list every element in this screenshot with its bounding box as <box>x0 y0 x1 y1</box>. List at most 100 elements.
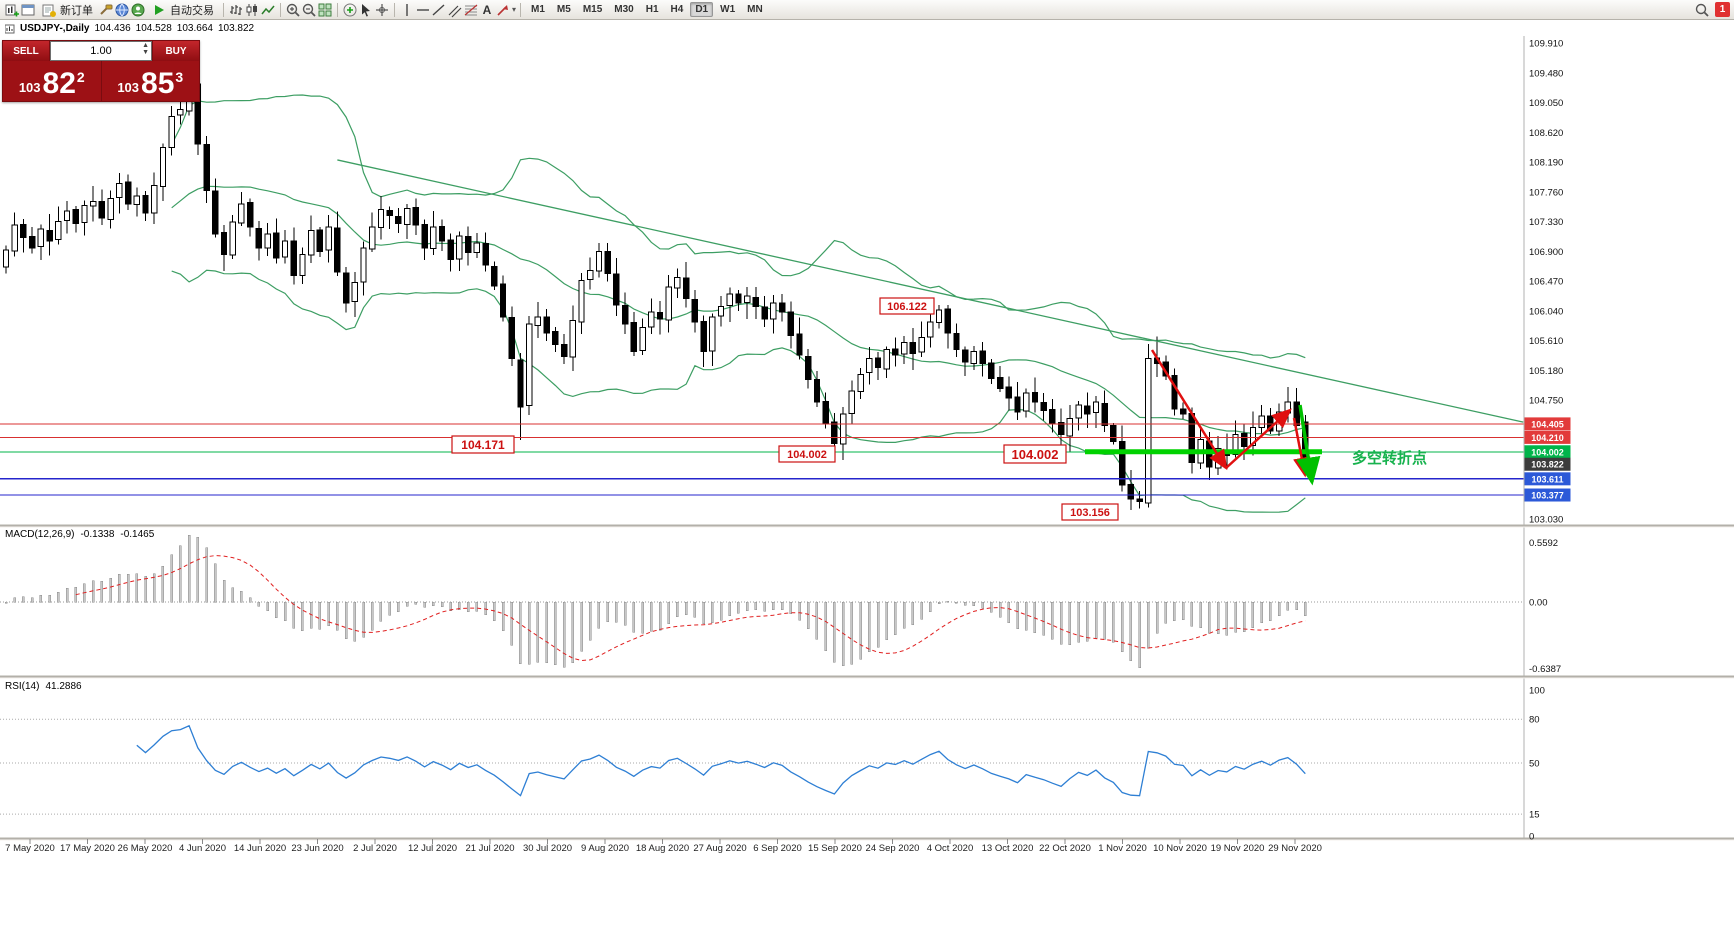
trendline-icon[interactable] <box>431 2 447 18</box>
svg-text:100: 100 <box>1529 686 1545 697</box>
sell-price-sup: 2 <box>76 69 85 85</box>
search-icon[interactable] <box>1694 2 1710 18</box>
svg-text:24 Sep 2020: 24 Sep 2020 <box>866 843 920 854</box>
svg-text:12 Jul 2020: 12 Jul 2020 <box>408 843 457 854</box>
svg-text:104.210: 104.210 <box>1531 433 1564 443</box>
globe-icon[interactable] <box>114 2 130 18</box>
ohlc-open: 104.436 <box>94 23 131 34</box>
svg-text:4 Oct 2020: 4 Oct 2020 <box>927 843 973 854</box>
macd-value: -0.1338 <box>80 529 115 540</box>
svg-text:103.030: 103.030 <box>1529 515 1563 526</box>
volume-value: 1.00 <box>90 45 112 57</box>
new-order-button[interactable]: 新订单 <box>36 0 98 19</box>
tile-windows-icon[interactable] <box>317 2 333 18</box>
buy-price-main: 85 <box>141 67 175 100</box>
chevron-down-icon[interactable]: ▾ <box>512 5 517 14</box>
svg-text:19 Nov 2020: 19 Nov 2020 <box>1211 843 1265 854</box>
volume-field[interactable]: 1.00 ▲ ▼ <box>50 41 152 61</box>
text-tool-icon[interactable]: A <box>479 2 495 18</box>
svg-text:17 May 2020: 17 May 2020 <box>60 843 115 854</box>
svg-text:104.171: 104.171 <box>461 438 505 452</box>
svg-text:-0.6387: -0.6387 <box>1529 664 1561 675</box>
buy-button[interactable]: BUY <box>152 41 199 61</box>
window-tile-icon[interactable] <box>20 2 36 18</box>
svg-text:107.760: 107.760 <box>1529 187 1563 198</box>
svg-text:10 Nov 2020: 10 Nov 2020 <box>1153 843 1207 854</box>
sell-button[interactable]: SELL <box>3 41 50 61</box>
date-axis: 7 May 2020 17 May 2020 26 May 2020 4 Jun 20… <box>5 839 1322 854</box>
price-chart[interactable]: 106.122 104.171 104.002 104.002 103.156 多空转折点… <box>0 20 1734 943</box>
macd-title: MACD(12,26,9) <box>5 529 75 540</box>
indicators-icon[interactable] <box>342 2 358 18</box>
svg-text:30 Jul 2020: 30 Jul 2020 <box>523 843 572 854</box>
buy-price-prefix: 103 <box>117 80 140 95</box>
svg-text:22 Oct 2020: 22 Oct 2020 <box>1039 843 1091 854</box>
horizontal-lines <box>0 423 1524 496</box>
svg-text:6 Sep 2020: 6 Sep 2020 <box>753 843 802 854</box>
svg-text:18 Aug 2020: 18 Aug 2020 <box>636 843 689 854</box>
buy-price[interactable]: 103 85 3 <box>102 61 200 101</box>
spinner-up-icon[interactable]: ▲ <box>142 42 149 49</box>
toolbar-separator <box>394 2 395 17</box>
notification-badge[interactable]: 1 <box>1715 2 1730 17</box>
horizontal-line-icon[interactable] <box>415 2 431 18</box>
new-chart-icon[interactable] <box>4 2 20 18</box>
svg-text:1 Nov 2020: 1 Nov 2020 <box>1098 843 1147 854</box>
sell-price-prefix: 103 <box>18 80 41 95</box>
macd-pane-label: MACD(12,26,9) -0.1338 -0.1465 <box>5 529 154 540</box>
toolbar-separator <box>337 2 338 17</box>
svg-text:0.5592: 0.5592 <box>1529 538 1558 549</box>
channel-icon[interactable] <box>447 2 463 18</box>
zoom-out-icon[interactable] <box>301 2 317 18</box>
svg-text:0.00: 0.00 <box>1529 598 1548 609</box>
bar-chart-icon[interactable] <box>228 2 244 18</box>
tab-timeframe-m30[interactable]: M30 <box>614 4 634 15</box>
symbol-period-label: USDJPY-,Daily <box>20 23 90 34</box>
buy-price-sup: 3 <box>175 69 184 85</box>
autotrade-play-icon <box>151 2 167 18</box>
pane-separators <box>0 524 1734 841</box>
rsi-title: RSI(14) <box>5 681 40 692</box>
svg-text:2 Jul 2020: 2 Jul 2020 <box>353 843 397 854</box>
svg-text:104.002: 104.002 <box>1531 447 1564 457</box>
community-icon[interactable] <box>130 2 146 18</box>
svg-text:103.156: 103.156 <box>1070 507 1110 519</box>
zoom-in-icon[interactable] <box>285 2 301 18</box>
cursor-icon[interactable] <box>358 2 374 18</box>
tab-timeframe-w1[interactable]: W1 <box>720 4 736 15</box>
note-text: 多空转折点 <box>1352 449 1427 467</box>
hammer-icon[interactable] <box>98 2 114 18</box>
ohlc-high: 104.528 <box>135 23 172 34</box>
volume-spinner[interactable]: ▲ ▼ <box>142 42 149 56</box>
price-annotation-boxes: 106.122 104.171 104.002 104.002 103.156 <box>451 297 1119 521</box>
svg-text:27 Aug 2020: 27 Aug 2020 <box>693 843 746 854</box>
svg-text:80: 80 <box>1529 715 1540 726</box>
svg-text:108.190: 108.190 <box>1529 158 1563 169</box>
tab-timeframe-m5[interactable]: M5 <box>556 4 571 15</box>
chart-title-bar: USDJPY-,Daily 104.436 104.528 103.664 10… <box>5 23 254 34</box>
trend-arrows <box>1150 349 1321 486</box>
crosshair-icon[interactable] <box>374 2 390 18</box>
tab-timeframe-h1[interactable]: H1 <box>645 4 659 15</box>
tab-timeframe-h4[interactable]: H4 <box>670 4 684 15</box>
svg-text:105.180: 105.180 <box>1529 366 1563 377</box>
svg-text:109.480: 109.480 <box>1529 68 1563 79</box>
svg-text:21 Jul 2020: 21 Jul 2020 <box>465 843 514 854</box>
tab-timeframe-mn[interactable]: MN <box>747 4 763 15</box>
tab-timeframe-m1[interactable]: M1 <box>531 4 545 15</box>
svg-text:107.330: 107.330 <box>1529 217 1563 228</box>
svg-text:106.900: 106.900 <box>1529 247 1563 258</box>
spinner-down-icon[interactable]: ▼ <box>142 49 149 56</box>
arrows-tool-icon[interactable] <box>495 2 511 18</box>
autotrade-button[interactable]: 自动交易 <box>146 0 219 19</box>
svg-text:106.122: 106.122 <box>887 301 927 313</box>
candlestick-icon[interactable] <box>244 2 260 18</box>
vertical-line-icon[interactable] <box>399 2 415 18</box>
svg-text:103.377: 103.377 <box>1531 491 1564 501</box>
fibonacci-icon[interactable] <box>463 2 479 18</box>
tab-timeframe-m15[interactable]: M15 <box>582 4 603 15</box>
tab-timeframe-d1[interactable]: D1 <box>690 2 714 17</box>
macd-pane: 0.5592 0.00 -0.6387 <box>0 534 1561 675</box>
sell-price[interactable]: 103 82 2 <box>3 61 102 101</box>
line-chart-icon[interactable] <box>260 2 276 18</box>
